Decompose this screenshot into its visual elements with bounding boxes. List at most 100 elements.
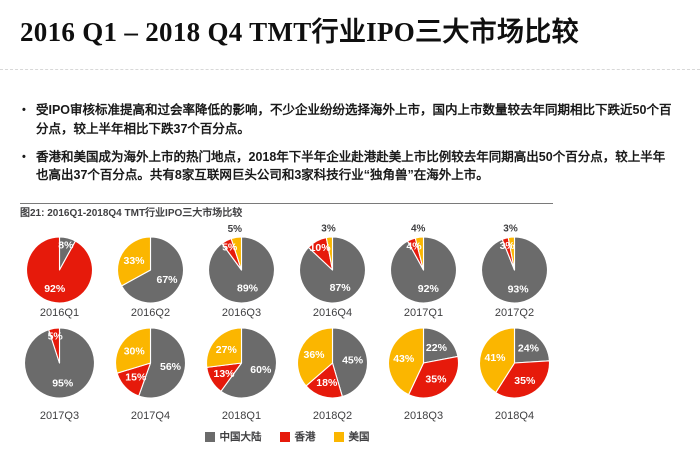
pie-inside-label: 45% bbox=[342, 355, 364, 367]
pie-quarter-label: 2017Q3 bbox=[39, 410, 80, 422]
pie-inside-label: 22% bbox=[426, 342, 448, 354]
pie-cell-2016Q4: 87% 10% 3% 2016Q4 bbox=[287, 222, 378, 319]
pie-inside-label: 36% bbox=[303, 349, 325, 361]
legend-swatch-icon bbox=[333, 431, 344, 442]
slice-us bbox=[387, 327, 425, 396]
pie-outside-label: 5% bbox=[228, 224, 243, 235]
pie-2017Q2: 93% 3% 3% bbox=[480, 224, 549, 304]
pie-row: 95% 5% 2017Q3 56% 15% 30% 2017Q4 60% 13% 27% 2018Q… bbox=[14, 321, 560, 424]
pie-2016Q4: 87% 10% 3% bbox=[298, 223, 367, 304]
slice-us bbox=[325, 236, 334, 271]
bullet-marker: • bbox=[22, 104, 26, 116]
pie-quarter-label: 2016Q1 bbox=[39, 307, 80, 319]
bullet-marker: • bbox=[22, 150, 26, 163]
pie-inside-label: 92% bbox=[44, 283, 66, 295]
pie-quarter-label: 2018Q4 bbox=[494, 410, 535, 422]
pie-inside-label: 13% bbox=[213, 368, 235, 380]
pie-inside-label: 35% bbox=[425, 374, 447, 386]
pie-2017Q3: 95% 5% bbox=[23, 327, 96, 399]
pie-quarter-label: 2016Q2 bbox=[130, 307, 171, 319]
pie-quarter-label: 2016Q4 bbox=[312, 307, 353, 319]
slice-hong-kong bbox=[305, 362, 343, 399]
legend-item: 香港 bbox=[279, 429, 316, 444]
pie-2016Q2: 67% 33% bbox=[116, 236, 185, 304]
pie-inside-label: 56% bbox=[160, 361, 182, 373]
pie-outside-label: 3% bbox=[321, 223, 336, 234]
page-title: 2016 Q1 – 2018 Q4 TMT行业IPO三大市场比较 bbox=[20, 17, 579, 47]
slice-us bbox=[479, 327, 516, 394]
pie-quarter-label: 2018Q1 bbox=[221, 410, 262, 422]
slice-china-mainland bbox=[121, 236, 185, 304]
legend-label: 香港 bbox=[294, 431, 316, 443]
pie-inside-label: 8% bbox=[58, 240, 74, 252]
pie-cell-2018Q4: 24% 35% 41% 2018Q4 bbox=[469, 321, 560, 422]
pie-inside-label: 67% bbox=[156, 274, 178, 286]
bullet-item: • 受IPO审核标准提高和过会率降低的影响，不少企业纷纷选择海外上市，国内上市数… bbox=[22, 101, 672, 139]
pie-inside-label: 4% bbox=[406, 241, 422, 253]
pie-inside-label: 93% bbox=[508, 283, 530, 295]
title-divider bbox=[0, 69, 700, 70]
pie-grid: 8% 92% 2016Q1 67% 33% 2016Q2 89% 5% 5% 2016Q3 87% 1… bbox=[14, 222, 560, 424]
pie-outside-label: 4% bbox=[411, 224, 426, 235]
pie-2018Q1: 60% 13% 27% bbox=[205, 327, 278, 399]
slice-china-mainland bbox=[220, 327, 278, 399]
chart-panel: 图21: 2016Q1-2018Q4 TMT行业IPO三大市场比较 8% 92% 2… bbox=[14, 203, 560, 444]
pie-inside-label: 15% bbox=[125, 372, 147, 384]
legend-item: 中国大陆 bbox=[204, 429, 262, 444]
pie-cell-2018Q3: 22% 35% 43% 2018Q3 bbox=[378, 321, 469, 422]
pie-cell-2017Q1: 92% 4% 4% 2017Q1 bbox=[378, 222, 469, 319]
slice-hong-kong bbox=[25, 236, 94, 304]
pie-cell-2017Q4: 56% 15% 30% 2017Q4 bbox=[105, 321, 196, 422]
pie-inside-label: 43% bbox=[393, 353, 415, 365]
pie-inside-label: 5% bbox=[222, 242, 238, 254]
bullet-list: • 受IPO审核标准提高和过会率降低的影响，不少企业纷纷选择海外上市，国内上市数… bbox=[22, 101, 672, 194]
pie-cell-2016Q3: 89% 5% 5% 2016Q3 bbox=[196, 222, 287, 319]
chart-legend: 中国大陆 香港 美国 bbox=[14, 429, 560, 444]
pie-inside-label: 18% bbox=[316, 377, 338, 389]
legend-swatch-icon bbox=[279, 431, 290, 442]
pie-inside-label: 10% bbox=[310, 242, 332, 254]
pie-cell-2018Q1: 60% 13% 27% 2018Q1 bbox=[196, 321, 287, 422]
pie-inside-label: 41% bbox=[484, 352, 506, 364]
pie-cell-2017Q3: 95% 5% 2017Q3 bbox=[14, 321, 105, 422]
pie-2017Q4: 56% 15% 30% bbox=[114, 327, 187, 399]
pie-2016Q1: 8% 92% bbox=[25, 236, 94, 304]
bullet-text: 受IPO审核标准提高和过会率降低的影响，不少企业纷纷选择海外上市，国内上市数量较… bbox=[36, 103, 672, 136]
pie-inside-label: 95% bbox=[52, 378, 74, 390]
legend-item: 美国 bbox=[333, 429, 370, 444]
bullet-text: 香港和美国成为海外上市的热门地点，2018年下半年企业赴港赴美上市比例较去年同期… bbox=[36, 149, 666, 183]
pie-cell-2016Q1: 8% 92% 2016Q1 bbox=[14, 222, 105, 319]
pie-quarter-label: 2018Q3 bbox=[403, 410, 444, 422]
pie-2018Q3: 22% 35% 43% bbox=[387, 327, 460, 399]
slice-china-mainland bbox=[513, 327, 550, 364]
pie-inside-label: 27% bbox=[216, 344, 238, 356]
pie-quarter-label: 2017Q1 bbox=[403, 307, 444, 319]
slice-us bbox=[116, 236, 152, 287]
slice-us bbox=[205, 327, 243, 368]
pie-cell-2016Q2: 67% 33% 2016Q2 bbox=[105, 222, 196, 319]
slice-us bbox=[114, 327, 152, 374]
bullet-item: • 香港和美国成为海外上市的热门地点，2018年下半年企业赴港赴美上市比例较去年… bbox=[22, 148, 672, 186]
slice-us bbox=[507, 236, 516, 271]
pie-cell-2017Q2: 93% 3% 3% 2017Q2 bbox=[469, 222, 560, 319]
pie-inside-label: 33% bbox=[123, 255, 145, 267]
pie-2017Q1: 92% 4% 4% bbox=[389, 224, 458, 304]
slice-us bbox=[414, 236, 425, 271]
chart-caption: 图21: 2016Q1-2018Q4 TMT行业IPO三大市场比较 bbox=[20, 203, 553, 220]
slice-hong-kong bbox=[495, 360, 550, 399]
pie-inside-label: 24% bbox=[518, 343, 540, 355]
legend-label: 中国大陆 bbox=[219, 431, 262, 443]
pie-outside-label: 3% bbox=[503, 224, 518, 235]
slice-us bbox=[230, 236, 243, 271]
slice-hong-kong bbox=[408, 355, 460, 399]
pie-inside-label: 30% bbox=[124, 345, 146, 357]
pie-inside-label: 89% bbox=[237, 283, 259, 295]
pie-quarter-label: 2016Q3 bbox=[221, 307, 262, 319]
pie-2016Q3: 89% 5% 5% bbox=[208, 224, 276, 304]
slice-hong-kong bbox=[48, 327, 61, 364]
pie-quarter-label: 2017Q2 bbox=[494, 307, 535, 319]
pie-inside-label: 35% bbox=[514, 375, 536, 387]
pie-quarter-label: 2018Q2 bbox=[312, 410, 353, 422]
pie-2018Q4: 24% 35% 41% bbox=[479, 327, 550, 399]
